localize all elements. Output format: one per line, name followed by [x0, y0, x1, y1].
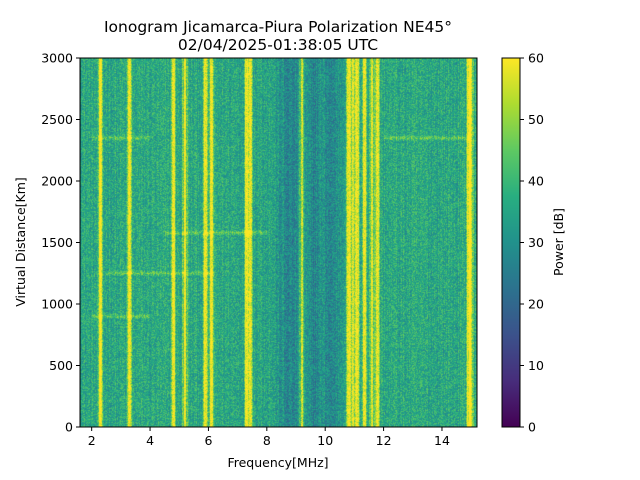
- y-tick-label: 2000: [41, 174, 73, 189]
- colorbar: [502, 58, 520, 427]
- x-tick-label: 14: [434, 433, 450, 448]
- y-tick-label: 3000: [41, 51, 73, 66]
- y-tick-label: 500: [49, 358, 73, 373]
- chart-title-line1: Ionogram Jicamarca-Piura Polarization NE…: [104, 18, 452, 36]
- x-tick-label: 10: [317, 433, 333, 448]
- y-tick-label: 2500: [41, 112, 73, 127]
- x-axis: 2 4 6 8 10 12 14: [88, 427, 450, 448]
- colorbar-tick-label: 50: [528, 112, 544, 127]
- colorbar-axis: 0 10 20 30 40 50 60: [520, 51, 544, 435]
- y-tick-label: 1500: [41, 235, 73, 250]
- colorbar-tick-label: 10: [528, 358, 544, 373]
- colorbar-tick-label: 20: [528, 297, 544, 312]
- colorbar-tick-label: 60: [528, 51, 544, 66]
- chart-title-line2: 02/04/2025-01:38:05 UTC: [178, 36, 378, 54]
- x-tick-label: 12: [376, 433, 392, 448]
- colorbar-tick-label: 0: [528, 420, 536, 435]
- x-tick-label: 2: [88, 433, 96, 448]
- x-tick-label: 6: [204, 433, 212, 448]
- x-tick-label: 4: [146, 433, 154, 448]
- y-axis: 0 500 1000 1500 2000 2500 3000: [41, 51, 80, 435]
- colorbar-label: Power [dB]: [551, 208, 566, 276]
- x-tick-label: 8: [263, 433, 271, 448]
- colorbar-tick-label: 30: [528, 235, 544, 250]
- x-axis-label: Frequency[MHz]: [227, 455, 328, 470]
- colorbar-tick-label: 40: [528, 174, 544, 189]
- y-axis-label: Virtual Distance[Km]: [13, 177, 28, 307]
- heatmap-canvas: [80, 58, 477, 427]
- heatmap-plot-area: [80, 58, 477, 427]
- y-tick-label: 0: [65, 420, 73, 435]
- y-tick-label: 1000: [41, 297, 73, 312]
